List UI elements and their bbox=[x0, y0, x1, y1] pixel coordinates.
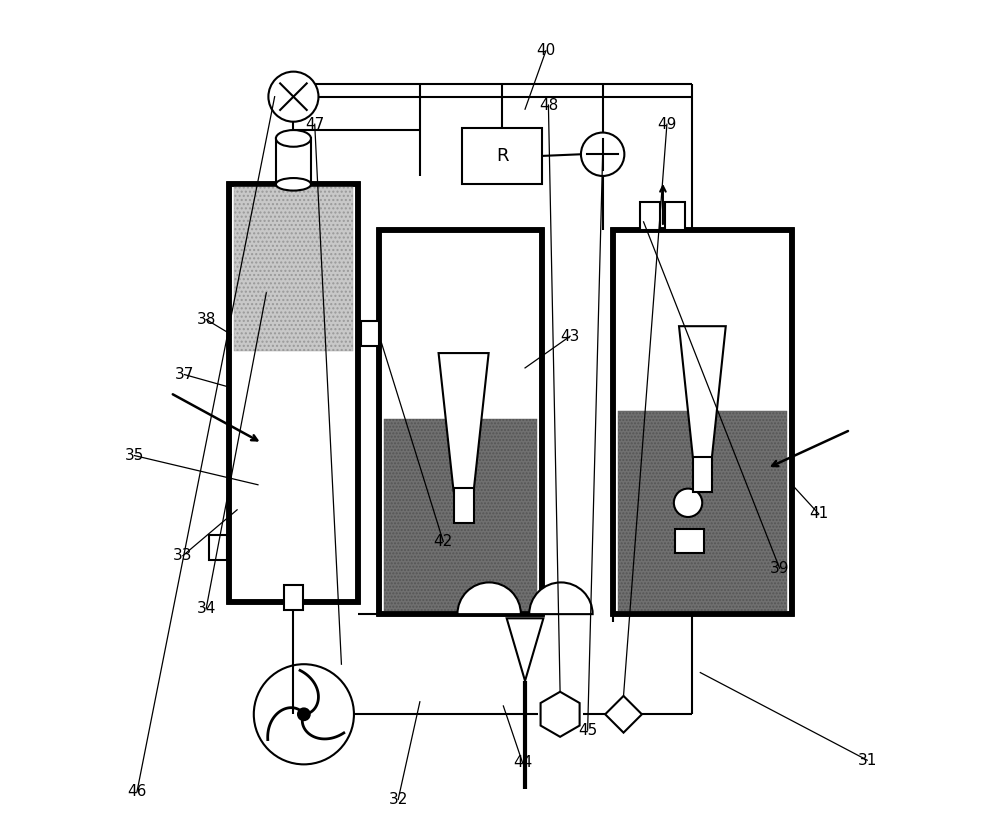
Text: 46: 46 bbox=[127, 784, 147, 799]
Polygon shape bbox=[679, 326, 726, 461]
Bar bbox=[613, 230, 792, 614]
Text: 37: 37 bbox=[175, 367, 194, 382]
Text: 39: 39 bbox=[770, 561, 789, 576]
Bar bbox=[209, 535, 227, 560]
Bar bbox=[462, 128, 542, 184]
Bar bbox=[234, 184, 353, 351]
Text: 32: 32 bbox=[388, 792, 408, 807]
Bar bbox=[384, 419, 537, 611]
Wedge shape bbox=[457, 583, 521, 614]
Bar bbox=[276, 139, 311, 184]
Bar bbox=[284, 585, 303, 610]
Text: 35: 35 bbox=[125, 448, 144, 463]
Bar bbox=[640, 201, 660, 230]
Text: 47: 47 bbox=[305, 117, 324, 132]
Text: 49: 49 bbox=[657, 117, 677, 132]
Text: 45: 45 bbox=[578, 722, 597, 737]
Bar bbox=[665, 201, 685, 230]
Bar bbox=[379, 230, 542, 614]
Wedge shape bbox=[529, 583, 593, 614]
Polygon shape bbox=[541, 691, 580, 737]
Ellipse shape bbox=[276, 178, 311, 191]
Text: R: R bbox=[496, 147, 508, 165]
Bar bbox=[613, 230, 792, 614]
Polygon shape bbox=[507, 619, 543, 681]
Text: 44: 44 bbox=[513, 755, 532, 770]
Text: 34: 34 bbox=[197, 601, 216, 616]
Bar bbox=[229, 184, 358, 602]
Text: 41: 41 bbox=[809, 507, 828, 522]
Circle shape bbox=[581, 133, 624, 176]
Text: 33: 33 bbox=[173, 548, 193, 563]
Bar bbox=[361, 321, 379, 346]
Ellipse shape bbox=[276, 130, 311, 147]
Bar bbox=[229, 184, 358, 602]
Circle shape bbox=[268, 72, 318, 122]
Bar bbox=[454, 488, 474, 523]
Text: 31: 31 bbox=[858, 752, 877, 767]
Polygon shape bbox=[439, 353, 489, 492]
Text: 42: 42 bbox=[434, 534, 453, 549]
Bar bbox=[675, 529, 704, 553]
Bar bbox=[618, 411, 787, 611]
Bar bbox=[379, 230, 542, 614]
Bar bbox=[693, 457, 712, 492]
Text: 43: 43 bbox=[560, 329, 580, 344]
Text: 48: 48 bbox=[539, 98, 558, 113]
Circle shape bbox=[674, 488, 702, 517]
Polygon shape bbox=[605, 696, 642, 732]
Text: 38: 38 bbox=[197, 312, 216, 327]
Text: 40: 40 bbox=[536, 43, 556, 59]
Circle shape bbox=[298, 708, 310, 720]
